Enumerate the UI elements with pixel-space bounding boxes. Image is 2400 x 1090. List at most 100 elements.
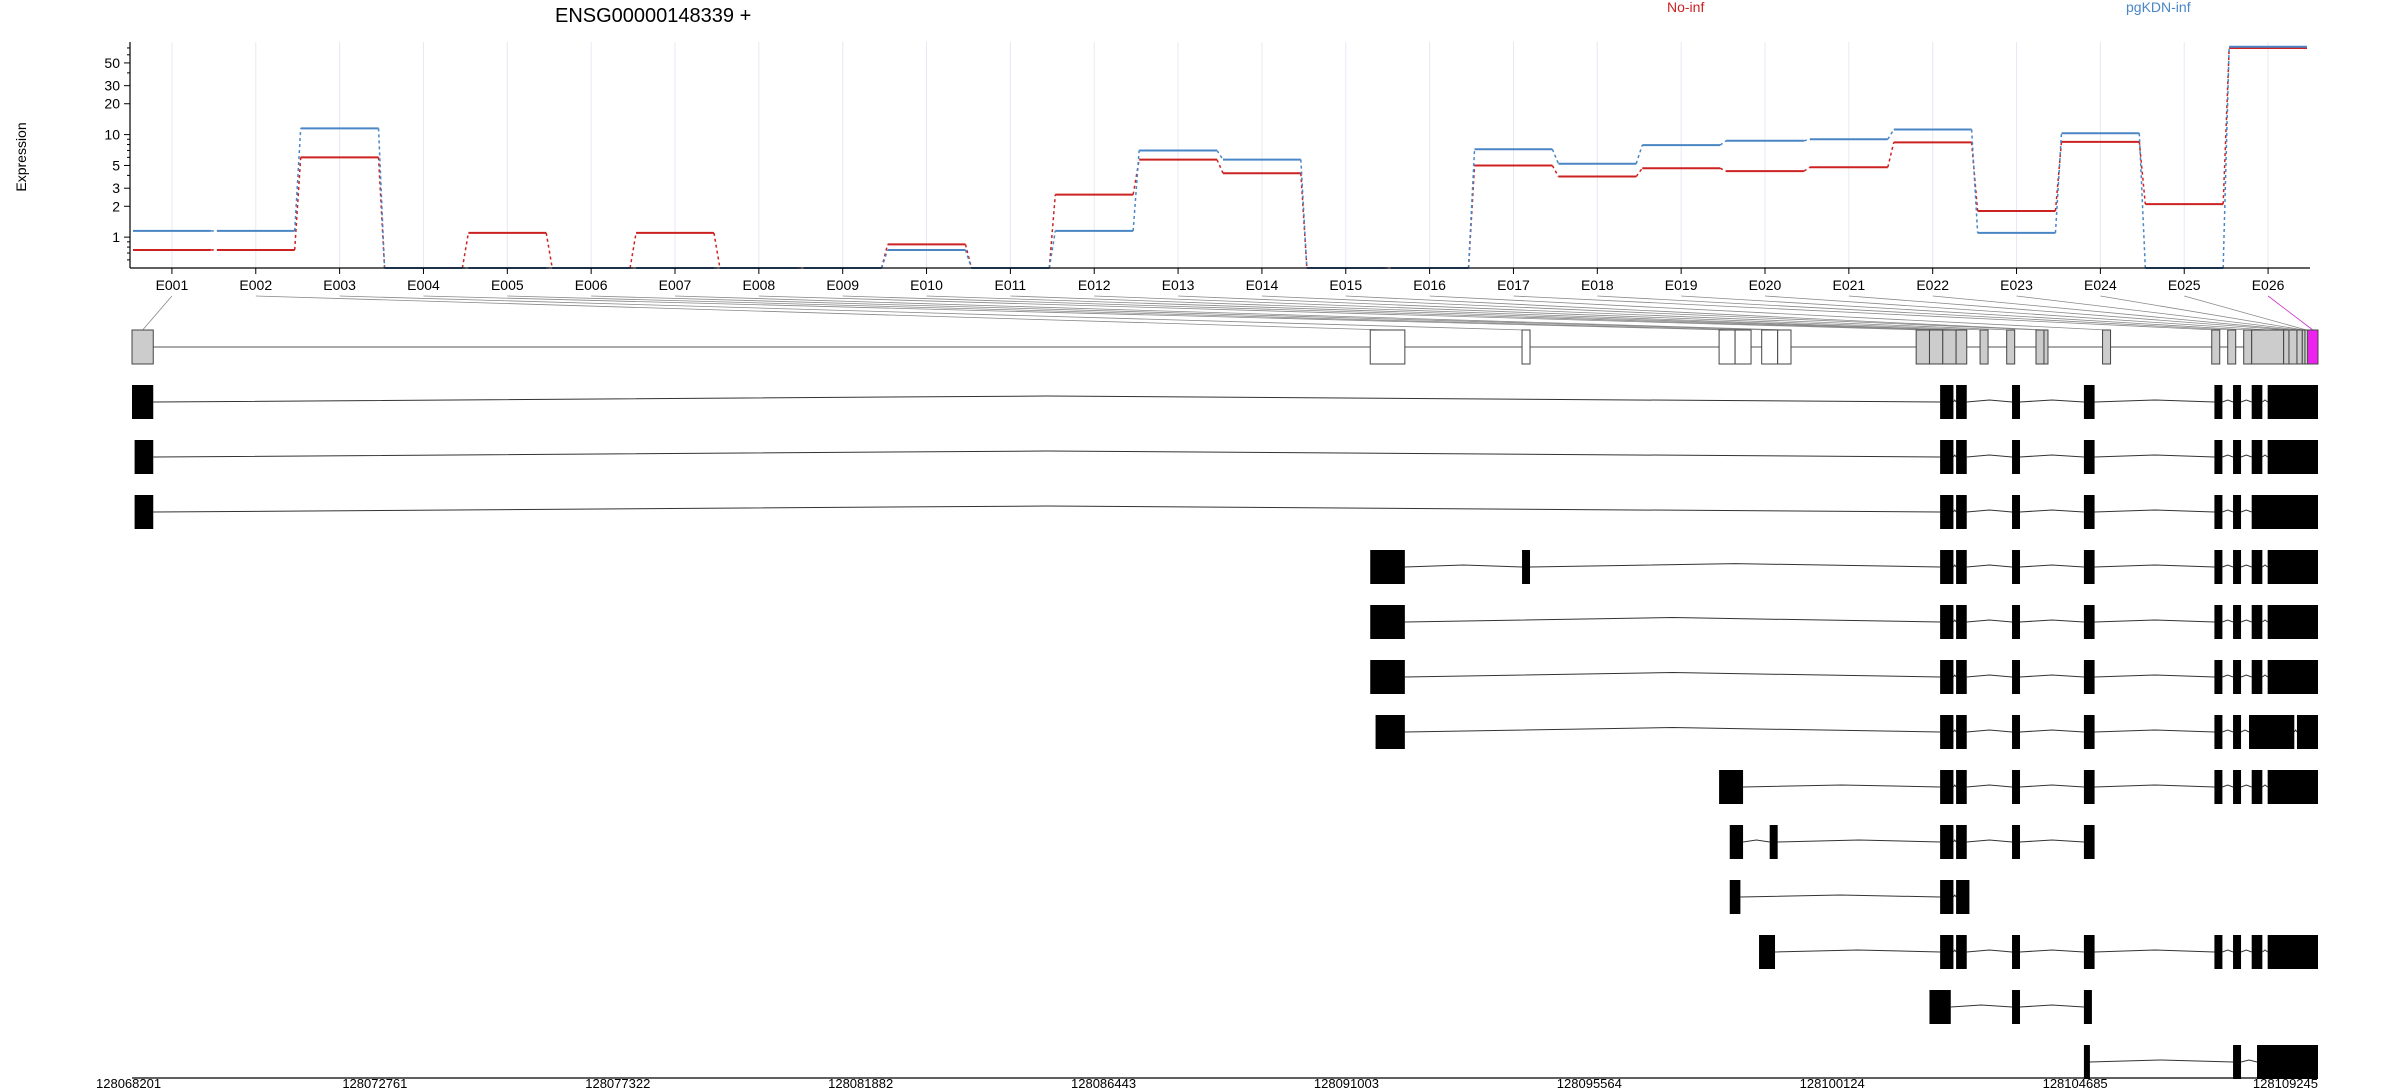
- transcript-intron: [2019, 399, 2084, 403]
- exon-connector: [591, 295, 1770, 331]
- transcript-intron: [1953, 784, 1957, 788]
- transcript-exon: [1956, 605, 1967, 639]
- transcript-exon: [2233, 1045, 2242, 1079]
- transcript-exon: [2083, 1045, 2090, 1079]
- transcript-intron: [2019, 674, 2084, 678]
- y-axis-label: Expression: [13, 122, 29, 191]
- series-connector: [2138, 141, 2147, 205]
- transcript-intron: [2019, 784, 2084, 788]
- transcript-intron: [1953, 564, 1957, 568]
- exon-connector: [1597, 295, 2232, 331]
- transcript-exon: [2233, 605, 2242, 639]
- y-tick-label: 5: [112, 157, 120, 173]
- transcript-exon: [1956, 660, 1967, 694]
- series-connector: [1551, 165, 1560, 177]
- legend-no-inf: No-inf: [1667, 0, 1704, 15]
- transcript-intron: [2240, 1059, 2258, 1063]
- transcript-intron: [2240, 454, 2252, 458]
- transcript-exon: [2249, 715, 2295, 749]
- transcript-exon: [2012, 770, 2021, 804]
- gene-exon: [1942, 329, 1957, 365]
- series-connector: [1887, 129, 1895, 140]
- transcript-intron: [1953, 399, 1957, 403]
- series-connector: [1048, 194, 1057, 269]
- series-connector: [1635, 144, 1643, 164]
- transcript-intron: [2094, 784, 2215, 788]
- transcript-intron: [2262, 619, 2268, 623]
- gene-exon: [2006, 329, 2016, 365]
- transcript-intron: [2019, 1004, 2084, 1008]
- transcript-exon: [2267, 660, 2318, 694]
- transcript-intron: [1966, 839, 2013, 843]
- transcript-intron: [1404, 617, 1941, 623]
- exon-connector: [255, 295, 1388, 331]
- transcript-intron: [1740, 894, 1941, 898]
- transcript-intron: [2222, 564, 2234, 568]
- transcript-intron: [1953, 894, 1957, 898]
- transcript-exon: [2214, 550, 2223, 584]
- series-connector: [964, 244, 973, 269]
- exon-connector: [142, 295, 173, 331]
- gene-exon: [1777, 329, 1792, 365]
- transcript-exon: [1940, 440, 1954, 474]
- transcript-exon: [1729, 825, 1744, 859]
- transcript-intron: [2222, 729, 2234, 733]
- transcript-intron: [1404, 564, 1523, 568]
- transcript-intron: [1953, 674, 1957, 678]
- transcript-intron: [2240, 619, 2252, 623]
- transcript-intron: [1953, 839, 1957, 843]
- gene-exon: [1718, 329, 1736, 365]
- exon-label: E023: [2000, 277, 2033, 293]
- transcript-exon: [2083, 440, 2095, 474]
- transcript-exon: [1956, 550, 1967, 584]
- series-connector: [1216, 150, 1224, 161]
- chart-title: ENSG00000148339 +: [555, 5, 751, 27]
- series-connector: [1048, 230, 1057, 269]
- transcript-intron: [2222, 674, 2234, 678]
- transcript-exon: [2083, 605, 2095, 639]
- transcript-intron: [2094, 564, 2215, 568]
- exon-label: E017: [1497, 277, 1530, 293]
- series-connector: [1635, 167, 1643, 177]
- series-lines: [133, 45, 2307, 269]
- gene-exon: [2243, 329, 2253, 365]
- transcript-exon: [1956, 495, 1967, 529]
- transcript-exon: [1956, 385, 1967, 419]
- transcript-exon: [2083, 990, 2092, 1024]
- transcript-exon: [2267, 605, 2318, 639]
- transcript-exon: [2267, 770, 2318, 804]
- transcript-intron: [2240, 949, 2252, 953]
- transcript-intron: [2222, 454, 2234, 458]
- gene-exon: [2307, 329, 2319, 365]
- exon-label: E011: [995, 277, 1027, 293]
- transcript-exon: [1719, 770, 1744, 804]
- exon-label: E007: [659, 277, 692, 293]
- series-connector: [1887, 142, 1895, 168]
- transcript-exon: [1370, 660, 1405, 694]
- exon-label: E021: [1832, 277, 1865, 293]
- transcript-exon: [2083, 770, 2095, 804]
- transcript-exon: [1940, 605, 1954, 639]
- transcript-exon: [2012, 550, 2021, 584]
- transcript-intron: [2019, 839, 2084, 843]
- genomic-tick-label: 128081882: [828, 1076, 893, 1090]
- exon-connector: [339, 295, 1527, 331]
- gene-exon: [1979, 329, 1989, 365]
- transcript-intron: [1966, 949, 2013, 953]
- transcript-exon: [2214, 385, 2223, 419]
- transcript-exon: [1956, 440, 1967, 474]
- transcript-intron: [2094, 674, 2215, 678]
- transcript-exon: [1759, 935, 1776, 969]
- transcript-exon: [2012, 495, 2021, 529]
- transcript-intron: [2262, 949, 2268, 953]
- transcript-intron: [1966, 674, 2013, 678]
- transcript-intron: [1966, 619, 2013, 623]
- exon-connector: [1010, 295, 1962, 331]
- exon-label: E022: [1916, 277, 1949, 293]
- series-connector: [1467, 149, 1476, 269]
- transcript-intron: [2089, 1059, 2234, 1063]
- transcript-exon: [2251, 605, 2263, 639]
- transcript-exon: [134, 495, 154, 529]
- exon-connector: [674, 295, 1785, 331]
